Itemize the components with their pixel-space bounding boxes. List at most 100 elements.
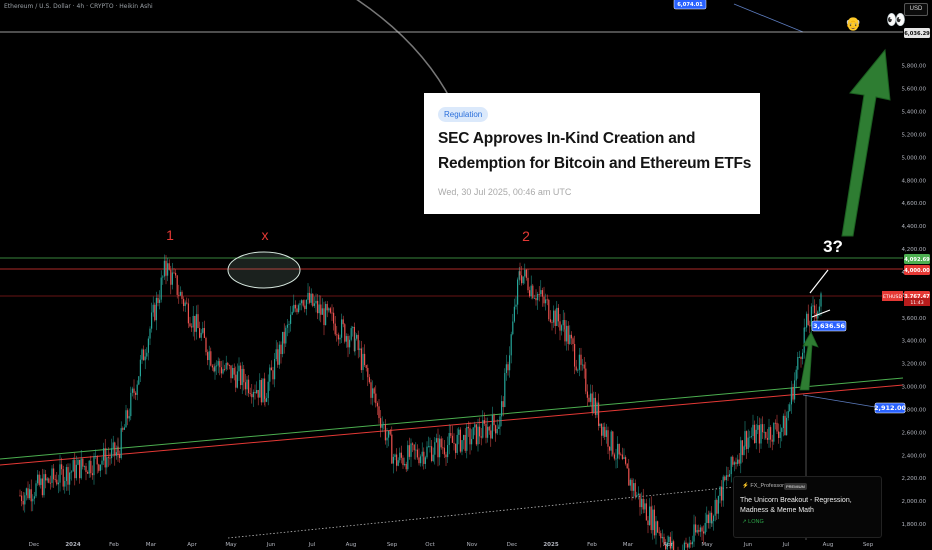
candle-body: [498, 426, 500, 429]
price-tag-label: 4,000.00: [904, 268, 930, 274]
wave-annotation: 3?: [823, 237, 843, 256]
candle-body: [252, 391, 254, 398]
news-card[interactable]: Regulation SEC Approves In-Kind Creation…: [424, 93, 760, 214]
candle-body: [733, 462, 735, 465]
candle-body: [652, 509, 654, 531]
candle-body: [331, 312, 333, 314]
candle-body: [804, 327, 806, 329]
candle-body: [429, 446, 431, 448]
currency-button[interactable]: USD: [904, 3, 928, 16]
candle-body: [277, 349, 279, 365]
idea-title[interactable]: The Unicorn Breakout - Regression, Madne…: [740, 497, 852, 514]
candle-body: [373, 388, 375, 394]
x-tick-label: Feb: [109, 542, 119, 548]
candle-body: [370, 382, 372, 398]
candle-body: [724, 476, 726, 481]
idea-author[interactable]: ⚡ FX_Professor: [742, 483, 784, 489]
candle-body: [525, 269, 527, 278]
candle-body: [649, 506, 651, 525]
candle-body: [111, 448, 113, 459]
candle-body: [219, 361, 221, 368]
candle-body: [601, 423, 603, 436]
candle-body: [730, 456, 732, 475]
candle-body: [356, 334, 358, 339]
ticker-tag-label: ETHUSD: [883, 294, 902, 300]
candle-body: [695, 524, 697, 533]
candle-body: [184, 302, 186, 306]
candle-body: [732, 456, 734, 465]
candle-body: [25, 488, 27, 496]
candle-body: [707, 514, 709, 524]
candle-body: [537, 293, 539, 301]
candle-body: [368, 377, 370, 383]
candle-body: [618, 443, 620, 455]
candle-body: [266, 398, 268, 402]
candle-body: [575, 366, 577, 371]
candle-body: [445, 454, 447, 458]
candle-body: [740, 440, 742, 464]
candle-body: [91, 473, 93, 476]
candle-body: [269, 367, 271, 382]
news-headline[interactable]: SEC Approves In-Kind Creation and Redemp…: [438, 130, 752, 172]
candle-body: [187, 303, 189, 324]
candle-body: [448, 433, 450, 446]
candle-body: [475, 424, 477, 445]
y-tick-label: 5,800.00: [902, 64, 927, 70]
candle-body: [722, 476, 724, 501]
candle-body: [548, 299, 550, 320]
wave-annotation: 2: [522, 228, 530, 244]
candle-body: [397, 460, 399, 466]
candle-body: [383, 424, 385, 426]
candle-body: [30, 489, 32, 502]
candle-body: [165, 270, 167, 276]
candle-body: [420, 456, 422, 464]
lower-dotted-trendline: [227, 486, 736, 539]
candle-body: [794, 380, 796, 400]
candle-body: [533, 298, 535, 299]
candle-body: [778, 431, 780, 438]
candle-body: [524, 269, 526, 277]
candle-body: [644, 503, 646, 510]
candle-body: [768, 427, 770, 440]
candle-body: [757, 425, 759, 430]
candle-body: [512, 321, 514, 335]
candle-body: [197, 314, 199, 329]
candle-body: [264, 398, 266, 402]
candle-body: [248, 379, 250, 394]
candle-body: [249, 393, 251, 395]
candle-body: [243, 368, 245, 383]
candle-body: [146, 352, 148, 357]
candle-body: [687, 543, 689, 548]
candle-body: [463, 434, 465, 441]
candle-body: [610, 431, 612, 451]
candle-body: [87, 471, 89, 474]
candle-body: [574, 344, 576, 367]
candle-body: [456, 434, 458, 453]
candle-body: [321, 308, 323, 315]
candle-body: [106, 457, 108, 468]
x-tick-label: Nov: [467, 542, 478, 548]
candle-body: [578, 354, 580, 370]
idea-card[interactable]: ⚡ FX_Professor PREMIUM The Unicorn Break…: [733, 476, 882, 538]
candle-body: [79, 459, 81, 479]
candle-body: [693, 524, 695, 542]
candle-body: [171, 272, 173, 285]
candle-body: [120, 428, 122, 459]
candle-body: [562, 319, 564, 326]
candle-body: [290, 314, 292, 324]
candle-body: [125, 410, 127, 428]
news-date: Wed, 30 Jul 2025, 00:46 am UTC: [438, 187, 572, 197]
candle-body: [302, 300, 304, 306]
candle-body: [274, 359, 276, 380]
candle-body: [264, 378, 266, 399]
candle-body: [709, 512, 711, 524]
candle-body: [270, 367, 272, 371]
candle-body: [262, 378, 264, 403]
candle-body: [806, 313, 808, 328]
candle-body: [620, 454, 622, 456]
candle-body: [493, 414, 495, 426]
arc-drawing: [356, 0, 453, 103]
consolidation-ellipse: [227, 251, 301, 289]
